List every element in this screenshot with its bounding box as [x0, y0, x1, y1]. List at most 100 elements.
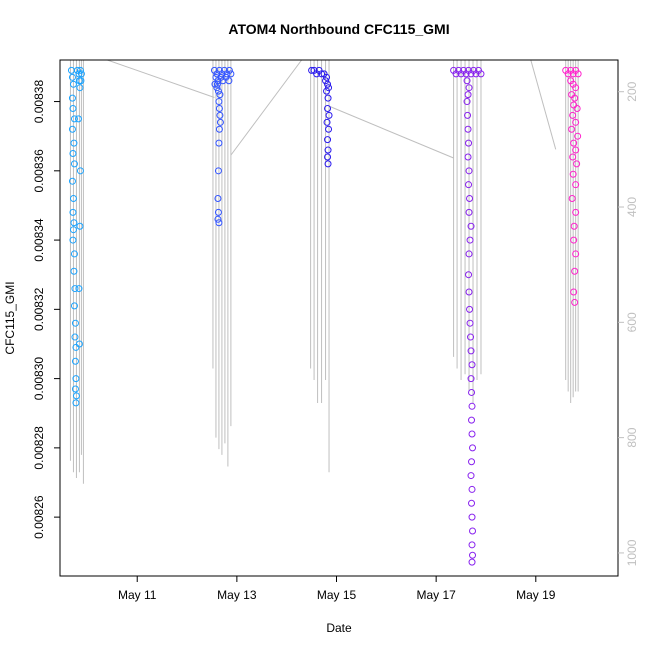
x-axis: May 11 May 13 May 15 May 17 May 19: [118, 576, 556, 602]
data-point: [323, 87, 331, 95]
data-point: [465, 208, 473, 216]
y2-tick-label: 800: [625, 427, 639, 447]
data-point: [72, 399, 80, 407]
data-point: [572, 118, 580, 126]
data-point: [214, 167, 222, 175]
transit-line: [230, 60, 303, 156]
data-point: [468, 485, 476, 493]
data-point: [215, 219, 223, 227]
data-point: [467, 472, 475, 480]
data-point: [466, 195, 474, 203]
plot-frame: [59, 59, 619, 577]
data-point: [570, 236, 578, 244]
data-point: [71, 319, 79, 327]
data-point: [465, 181, 473, 189]
data-point: [569, 111, 577, 119]
data-point: [215, 98, 223, 106]
x-tick-label: May 11: [118, 588, 157, 602]
data-point: [212, 73, 220, 81]
data-point: [72, 375, 80, 383]
y-tick-label: 0.00838: [32, 80, 46, 124]
data-point: [216, 118, 224, 126]
data-point: [73, 66, 81, 74]
data-point: [308, 66, 316, 74]
data-point: [468, 416, 476, 424]
secondary-y-axis: 200 400 600 800 1000: [618, 81, 639, 566]
y2-tick-label: 400: [625, 197, 639, 217]
data-point: [572, 146, 580, 154]
data-point: [215, 104, 223, 112]
data-point: [468, 499, 476, 507]
series-group: [67, 66, 85, 407]
data-point: [211, 80, 219, 88]
data-point: [324, 136, 332, 144]
data-point: [323, 118, 331, 126]
data-point: [216, 91, 224, 99]
data-point: [464, 111, 472, 119]
data-point: [68, 125, 76, 133]
data-point: [466, 319, 474, 327]
data-point: [465, 250, 473, 258]
data-point: [468, 458, 476, 466]
data-point: [324, 153, 332, 161]
data-point: [217, 73, 225, 81]
data-point: [573, 160, 581, 168]
data-point: [465, 271, 473, 279]
data-point: [324, 80, 332, 88]
data-point: [77, 70, 85, 78]
y-tick-label: 0.00830: [32, 357, 46, 401]
y-tick-label: 0.00832: [32, 287, 46, 331]
data-point: [570, 288, 578, 296]
y-tick-label: 0.00826: [32, 495, 46, 539]
data-point: [572, 181, 580, 189]
data-point: [464, 125, 472, 133]
data-point: [573, 104, 581, 112]
data-point: [69, 226, 77, 234]
data-point: [325, 111, 333, 119]
x-tick-label: May 19: [516, 588, 556, 602]
data-point: [69, 195, 77, 203]
x-tick-label: May 17: [416, 588, 456, 602]
y-tick-label: 0.00828: [32, 426, 46, 470]
data-point: [323, 73, 331, 81]
data-point: [477, 70, 485, 78]
data-point: [322, 77, 330, 85]
data-point: [570, 222, 578, 230]
data-point: [318, 70, 326, 78]
data-point: [466, 236, 474, 244]
plot-region: [67, 60, 582, 566]
data-point: [464, 91, 472, 99]
data-point: [465, 84, 473, 92]
data-point: [214, 195, 222, 203]
data-point: [69, 104, 77, 112]
series-group: [210, 66, 235, 227]
data-point: [76, 222, 84, 230]
data-point: [76, 66, 84, 74]
chart-title: ATOM4 Northbound CFC115_GMI: [228, 21, 449, 37]
data-point: [70, 302, 78, 310]
data-point: [75, 70, 83, 78]
data-point: [469, 551, 477, 559]
transit-line: [530, 60, 557, 150]
data-point: [466, 305, 474, 313]
data-point: [572, 84, 580, 92]
data-point: [571, 298, 579, 306]
data-point: [574, 70, 582, 78]
data-point: [215, 139, 223, 147]
x-tick-label: May 13: [217, 588, 257, 602]
data-point: [468, 361, 476, 369]
data-point: [570, 139, 578, 147]
data-point: [70, 250, 78, 258]
data-point: [468, 541, 476, 549]
data-point: [215, 125, 223, 133]
data-point: [468, 402, 476, 410]
data-point: [227, 70, 235, 78]
data-point: [469, 527, 477, 535]
data-point: [70, 115, 78, 123]
data-point: [469, 444, 477, 452]
data-point: [72, 392, 80, 400]
data-point: [71, 385, 79, 393]
data-point: [74, 115, 82, 123]
data-point: [568, 195, 576, 203]
x-axis-label: Date: [326, 621, 352, 635]
